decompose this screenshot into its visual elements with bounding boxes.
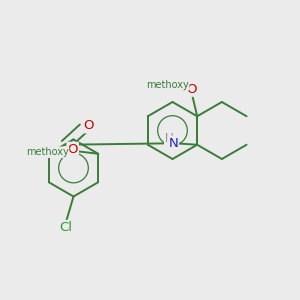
Text: methoxy: methoxy bbox=[26, 147, 69, 157]
Text: Cl: Cl bbox=[59, 221, 73, 234]
Text: O: O bbox=[186, 83, 196, 96]
Text: O: O bbox=[68, 143, 78, 156]
Text: methoxy: methoxy bbox=[146, 80, 189, 90]
Text: H: H bbox=[165, 132, 174, 145]
Text: N: N bbox=[168, 137, 178, 150]
Text: O: O bbox=[83, 119, 94, 132]
